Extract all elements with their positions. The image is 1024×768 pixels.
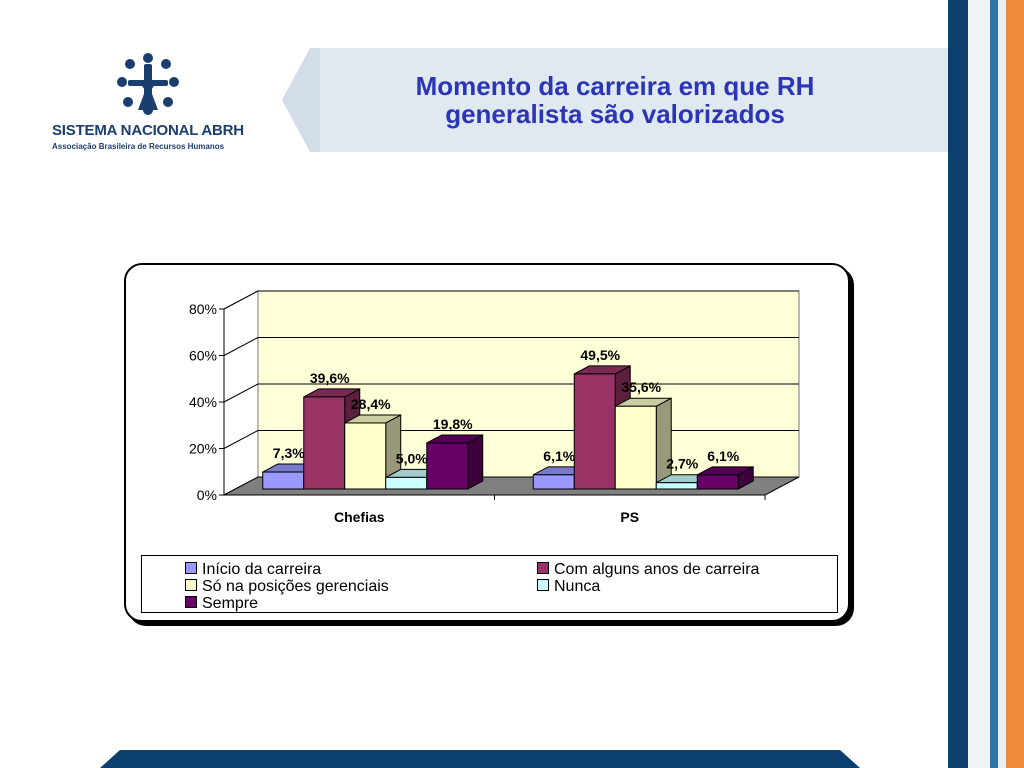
legend-label: Início da carreira (202, 561, 322, 578)
y-tick-label: 40% (189, 394, 217, 410)
legend-swatch (185, 596, 197, 608)
data-label: 6,1% (707, 448, 739, 464)
bar (426, 442, 469, 490)
stripe-blue (990, 0, 998, 768)
bottom-bar (100, 750, 860, 768)
x-category-label: PS (620, 509, 639, 525)
bar (655, 482, 698, 490)
gridline-side (223, 383, 259, 403)
y-tick-label: 0% (197, 487, 217, 503)
bar (262, 471, 305, 490)
logo-subtitle: Associação Brasileira de Recursos Humano… (52, 142, 225, 151)
bar-side (467, 434, 484, 490)
stripe-light (968, 0, 990, 768)
header-arrow-band (282, 48, 948, 152)
y-tick-label: 60% (189, 348, 217, 364)
title-line-2: generalista são valorizados (445, 99, 785, 129)
legend-label: Nunca (554, 578, 601, 595)
logo-name: SISTEMA NACIONAL ABRH (52, 122, 244, 139)
legend-swatch (185, 562, 197, 574)
y-tick-label: 20% (189, 441, 217, 457)
stripe-orange (1006, 0, 1024, 768)
legend-label: Só na posições gerenciais (202, 578, 389, 595)
data-label: 2,7% (666, 456, 698, 472)
data-label: 35,6% (621, 379, 661, 395)
y-tick-label: 80% (189, 301, 217, 317)
legend-item-inicio: Início da carreira (185, 561, 321, 578)
legend-label: Com alguns anos de carreira (554, 561, 760, 578)
data-label: 19,8% (433, 416, 473, 432)
chart-legend: Início da carreira Com alguns anos de ca… (141, 555, 838, 613)
bar (344, 422, 387, 490)
legend-swatch (537, 579, 549, 591)
legend-label: Sempre (202, 595, 259, 612)
bar (303, 396, 346, 490)
gridline-side (223, 430, 259, 449)
gridline-side (223, 337, 259, 356)
page-title: Momento da carreira em que RH generalist… (330, 72, 900, 128)
x-category-label: Chefias (334, 509, 385, 525)
bar (532, 474, 575, 490)
data-label: 7,3% (273, 445, 305, 461)
abrh-logo (117, 53, 179, 115)
legend-item-so-posicoes: Só na posições gerenciais (185, 578, 389, 595)
legend-item-com-alguns: Com alguns anos de carreira (537, 561, 759, 578)
gridline-side (223, 290, 259, 310)
stripe-navy (948, 0, 968, 768)
bar (385, 476, 428, 490)
people-circle-icon (117, 53, 179, 115)
data-label: 28,4% (351, 396, 391, 412)
data-label: 49,5% (580, 347, 620, 363)
bar-chart: 0% 20% 40% 60% 80% Chefias 7,3% 39,6%28,4% 5,0% 1… (189, 290, 800, 525)
data-label: 39,6% (310, 370, 350, 386)
bar (614, 405, 657, 490)
legend-item-sempre: Sempre (185, 595, 258, 612)
data-label: 6,1% (543, 448, 575, 464)
bar (573, 373, 616, 490)
data-label: 5,0% (396, 450, 428, 466)
stripe-pale (998, 0, 1006, 768)
legend-swatch (185, 579, 197, 591)
bar (696, 474, 739, 490)
legend-swatch (537, 562, 549, 574)
title-line-1: Momento da carreira em que RH (415, 71, 815, 101)
legend-item-nunca: Nunca (537, 578, 600, 595)
